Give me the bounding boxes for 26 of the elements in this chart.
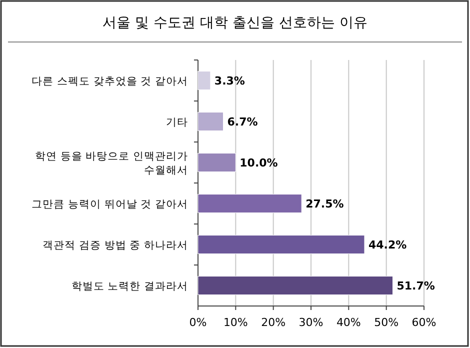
x-tick-label: 10% [223,316,248,329]
data-label: 44.2% [368,238,407,252]
bar [198,194,302,213]
x-tick-label: 20% [261,316,286,329]
y-tick-label: 학벌도 노력한 결과라서 [71,280,188,292]
y-tick-label: 기타 [166,116,188,128]
data-label: 10.0% [240,156,278,170]
bar [198,276,393,295]
bar [198,112,224,131]
y-tick-label: 다른 스펙도 갖추었을 것 같아서 [32,76,188,88]
bar [198,71,211,90]
data-label: 6.7% [227,116,258,128]
y-tick-label: 학연 등을 바탕으로 인맥관리가 수월해서 [34,150,188,176]
bar [198,153,236,172]
data-label: 3.3% [214,74,245,88]
data-label: 51.7% [396,280,435,292]
chart-title: 서울 및 수도권 대학 출신을 선호하는 이유 [102,15,368,31]
data-label: 27.5% [306,198,344,210]
x-tick-label: 40% [336,316,361,329]
x-tick-label: 60% [412,316,436,329]
y-tick-label: 객관적 검증 방법 중 하나라서 [42,240,188,252]
x-tick-label: 50% [374,316,399,329]
bar [198,235,365,254]
x-tick-label: 30% [298,316,324,329]
y-tick-label: 그만큼 능력이 뛰어날 것 같아서 [32,198,188,210]
x-tick-label: 0% [189,316,207,329]
